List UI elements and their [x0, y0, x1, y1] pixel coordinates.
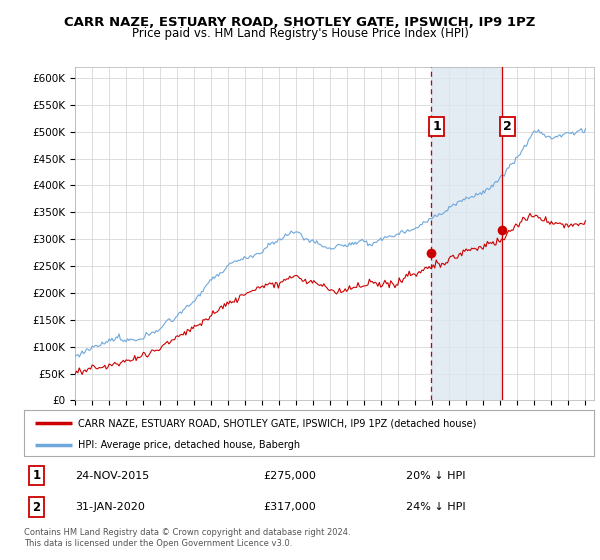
Text: 31-JAN-2020: 31-JAN-2020: [76, 502, 145, 512]
Bar: [431, 67, 502, 400]
Text: HPI: Average price, detached house, Babergh: HPI: Average price, detached house, Babe…: [78, 440, 300, 450]
Text: CARR NAZE, ESTUARY ROAD, SHOTLEY GATE, IPSWICH, IP9 1PZ: CARR NAZE, ESTUARY ROAD, SHOTLEY GATE, I…: [64, 16, 536, 29]
Text: Contains HM Land Registry data © Crown copyright and database right 2024.: Contains HM Land Registry data © Crown c…: [24, 528, 350, 536]
Text: 24-NOV-2015: 24-NOV-2015: [76, 470, 149, 480]
Text: £275,000: £275,000: [263, 470, 316, 480]
Text: 24% ↓ HPI: 24% ↓ HPI: [406, 502, 466, 512]
Text: 1: 1: [32, 469, 41, 482]
Text: 20% ↓ HPI: 20% ↓ HPI: [406, 470, 466, 480]
Text: 2: 2: [503, 120, 512, 133]
Text: 2: 2: [32, 501, 41, 514]
Text: Price paid vs. HM Land Registry's House Price Index (HPI): Price paid vs. HM Land Registry's House …: [131, 27, 469, 40]
Text: £317,000: £317,000: [263, 502, 316, 512]
Text: 1: 1: [433, 120, 441, 133]
Text: CARR NAZE, ESTUARY ROAD, SHOTLEY GATE, IPSWICH, IP9 1PZ (detached house): CARR NAZE, ESTUARY ROAD, SHOTLEY GATE, I…: [78, 418, 476, 428]
Text: This data is licensed under the Open Government Licence v3.0.: This data is licensed under the Open Gov…: [24, 539, 292, 548]
